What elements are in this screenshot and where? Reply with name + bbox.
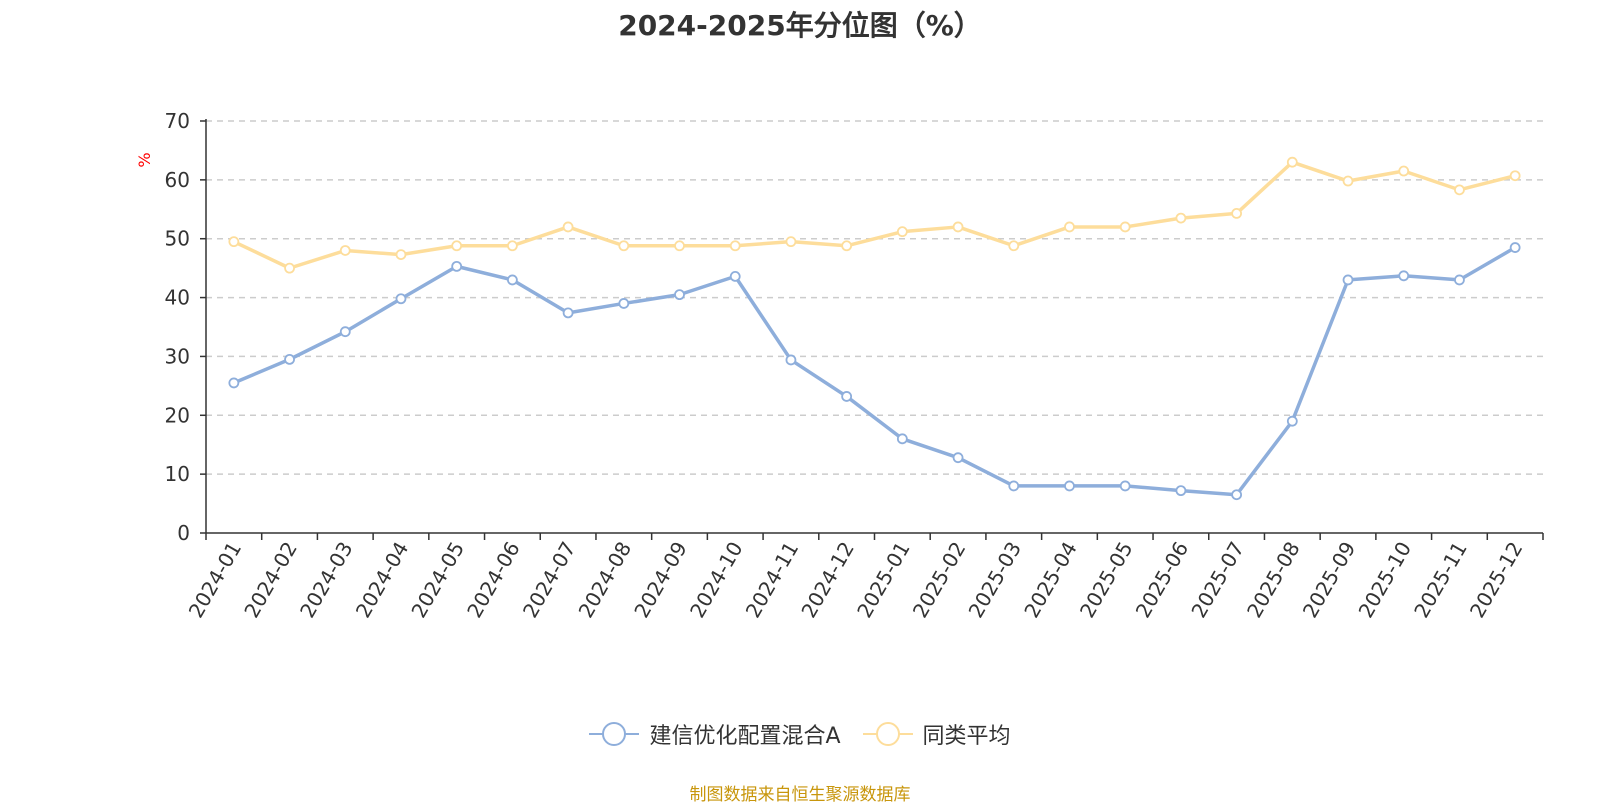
x-tick-label: 2025-01: [852, 538, 915, 622]
x-tick-label: 2025-04: [1019, 538, 1082, 622]
series-0-point[interactable]: [1008, 480, 1020, 492]
series-1-point[interactable]: [674, 240, 685, 252]
series-1-point[interactable]: [841, 240, 853, 252]
series-0-point[interactable]: [228, 377, 240, 389]
x-tick-label: 2025-03: [964, 538, 1027, 622]
x-tick-label: 2024-04: [351, 538, 414, 622]
x-tick-label: 2024-06: [462, 538, 525, 622]
series-0-point[interactable]: [674, 289, 685, 301]
x-tick-label: 2024-03: [295, 538, 358, 622]
series-1-point[interactable]: [562, 221, 574, 233]
series-0-point[interactable]: [1286, 415, 1298, 427]
x-tick-label: 2025-09: [1298, 538, 1361, 622]
series-0-point[interactable]: [1231, 489, 1243, 501]
series-1-point[interactable]: [896, 226, 908, 238]
series-0-point[interactable]: [841, 391, 853, 402]
series-1-point[interactable]: [395, 249, 407, 261]
series-0-point[interactable]: [1064, 480, 1075, 492]
legend-label-peer-average: 同类平均: [922, 724, 1011, 749]
series-1-point[interactable]: [1454, 184, 1465, 196]
series-0-point[interactable]: [395, 293, 407, 305]
series-1-point[interactable]: [1509, 170, 1521, 182]
series-1-point[interactable]: [339, 245, 351, 256]
x-tick-label: 2025-06: [1131, 538, 1194, 622]
series-1-point[interactable]: [1064, 221, 1075, 233]
series-0-point[interactable]: [1454, 274, 1465, 286]
legend: 建信优化配置混合A 同类平均: [0, 718, 1600, 750]
y-tick-label: 10: [165, 462, 190, 486]
series-1-point[interactable]: [1286, 156, 1298, 168]
series-1-point[interactable]: [785, 236, 797, 248]
series-1-point[interactable]: [1119, 221, 1131, 233]
x-tick-label: 2024-12: [796, 538, 859, 622]
y-axis-label: %: [135, 152, 154, 167]
series-0-point[interactable]: [1175, 485, 1187, 497]
y-tick-label: 30: [165, 344, 190, 368]
x-tick-label: 2025-10: [1353, 538, 1416, 622]
series-line-1: [233, 160, 1516, 270]
y-tick-label: 40: [165, 286, 190, 310]
series-0-point[interactable]: [1342, 274, 1354, 286]
legend-label-fund: 建信优化配置混合A: [649, 724, 841, 749]
series-1-point[interactable]: [1231, 208, 1243, 219]
series-0-point[interactable]: [1119, 480, 1131, 492]
x-tick-label: 2025-11: [1409, 538, 1472, 622]
series-1-point[interactable]: [284, 262, 295, 274]
series-1-point[interactable]: [1008, 240, 1020, 252]
series-line-0: [233, 246, 1517, 497]
x-tick-label: 2025-08: [1242, 538, 1305, 622]
y-tick-label: 0: [177, 521, 190, 545]
series-0-point[interactable]: [1398, 270, 1410, 282]
legend-item-fund[interactable]: 建信优化配置混合A: [589, 718, 841, 750]
legend-item-peer-average[interactable]: 同类平均: [862, 718, 1011, 750]
series-0-point[interactable]: [729, 270, 741, 282]
y-tick-label: 70: [165, 109, 190, 133]
series-0-point[interactable]: [562, 307, 574, 319]
x-tick-label: 2024-07: [518, 538, 581, 622]
x-tick-label: 2025-07: [1186, 538, 1249, 622]
x-tick-label: 2024-11: [741, 538, 804, 622]
axis-layer: 0102030405060702024-012024-022024-032024…: [165, 109, 1544, 622]
legend-swatch-peer-average: [862, 721, 913, 747]
series-0-point[interactable]: [952, 452, 964, 464]
series-1-point[interactable]: [1175, 212, 1187, 224]
series-0-point[interactable]: [451, 260, 463, 272]
y-tick-label: 20: [165, 403, 190, 427]
series-0-point[interactable]: [1509, 242, 1521, 253]
x-tick-label: 2025-02: [908, 538, 971, 622]
chart-title: 2024-2025年分位图（%）: [618, 9, 982, 42]
y-tick-label: 60: [165, 168, 190, 192]
x-tick-label: 2024-09: [629, 538, 692, 622]
series-1-point[interactable]: [506, 240, 518, 252]
x-tick-label: 2024-02: [239, 538, 302, 622]
series-1-point[interactable]: [618, 240, 630, 252]
series-0-point[interactable]: [896, 433, 908, 445]
x-tick-label: 2024-10: [685, 538, 748, 622]
series-1-point[interactable]: [729, 240, 741, 252]
series-0-point[interactable]: [284, 353, 295, 365]
x-tick-label: 2024-01: [184, 538, 247, 622]
series-1-point[interactable]: [1342, 175, 1354, 187]
series-0-point[interactable]: [339, 326, 351, 338]
series-1-point[interactable]: [1398, 165, 1410, 177]
y-tick-label: 50: [165, 227, 190, 251]
grid-layer: [206, 120, 1543, 475]
x-tick-label: 2025-05: [1075, 538, 1138, 622]
source-note: 制图数据来自恒生聚源数据库: [689, 785, 911, 805]
series-0-point[interactable]: [506, 274, 518, 286]
series-0-point[interactable]: [618, 298, 630, 309]
series-1-point[interactable]: [952, 221, 964, 233]
x-tick-label: 2024-05: [406, 538, 469, 622]
series-1-point[interactable]: [451, 240, 463, 252]
legend-swatch-fund: [589, 721, 640, 747]
series-layer: [228, 156, 1521, 501]
x-tick-label: 2024-08: [574, 538, 637, 622]
series-0-point[interactable]: [785, 354, 797, 366]
series-1-point[interactable]: [228, 236, 240, 248]
x-tick-label: 2025-12: [1465, 538, 1528, 622]
